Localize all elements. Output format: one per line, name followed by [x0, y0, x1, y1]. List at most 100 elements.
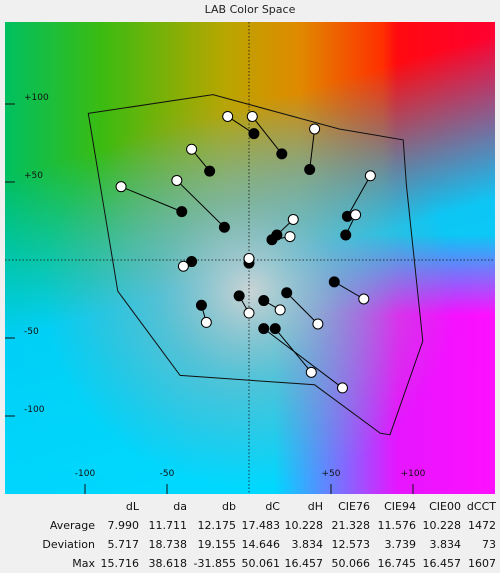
measured-point	[233, 290, 245, 302]
stats-row-deviation: Deviation 5.717 18.738 19.155 14.646 3.8…	[0, 535, 500, 554]
gamut-outline	[87, 94, 424, 436]
stat-value: 50.061	[241, 557, 281, 570]
measured-point	[258, 323, 270, 335]
stat-value: -31.855	[193, 557, 236, 570]
col-header-cie94: CIE94	[384, 500, 416, 513]
measurement-pairs	[115, 110, 376, 394]
measured-point	[204, 165, 216, 177]
measured-point	[266, 234, 278, 246]
row-label: Average	[49, 519, 95, 532]
measured-point	[281, 287, 293, 299]
col-header-dh: dH	[307, 500, 323, 513]
stat-value: 50.066	[331, 557, 371, 570]
measured-point	[218, 221, 230, 233]
stat-value: 11.711	[148, 519, 188, 532]
target-point	[243, 252, 255, 264]
stat-value: 1607	[468, 557, 496, 570]
error-line	[346, 175, 371, 217]
statistics-table: dL da db dC dH CIE76 CIE94 CIE00 dCCT Av…	[0, 497, 500, 573]
target-point	[287, 213, 299, 225]
stat-value: 19.155	[197, 538, 237, 551]
measured-point	[340, 229, 352, 241]
y-tick-label: -50	[24, 327, 39, 337]
col-header-dc: dC	[265, 500, 280, 513]
target-point	[364, 170, 376, 182]
error-line	[263, 328, 343, 389]
col-header-cie76: CIE76	[338, 500, 370, 513]
stat-value: 7.990	[107, 519, 140, 532]
measured-point	[186, 256, 198, 268]
measured-point	[328, 276, 340, 288]
measured-point	[195, 299, 207, 311]
y-tick-label: +100	[24, 93, 49, 103]
y-tick-label: +50	[24, 171, 43, 181]
stats-row-max: Max 15.716 38.618 -31.855 50.061 16.457 …	[0, 554, 500, 573]
target-point	[115, 181, 127, 193]
error-line	[286, 292, 319, 325]
error-line	[251, 116, 283, 155]
stat-value: 5.717	[107, 538, 140, 551]
error-line	[120, 186, 182, 213]
measured-point	[176, 206, 188, 218]
target-point	[358, 293, 370, 305]
col-header-da: da	[173, 500, 187, 513]
col-header-dcct: dCCT	[466, 500, 496, 513]
axis-ticks: -100 -50 +50 +100 +100 +50 -50 -100	[5, 93, 426, 494]
stats-row-average: Average 7.990 11.711 12.175 17.483 10.22…	[0, 516, 500, 535]
col-header-cie00: CIE00	[429, 500, 461, 513]
stat-value: 38.618	[148, 557, 188, 570]
stat-value: 12.175	[197, 519, 237, 532]
x-tick-label: -50	[160, 469, 175, 479]
col-header-dl: dL	[125, 500, 139, 513]
error-line	[176, 180, 225, 228]
stat-value: 16.745	[377, 557, 417, 570]
target-point	[243, 307, 255, 319]
col-header-db: db	[222, 500, 236, 513]
stat-value: 14.646	[241, 538, 281, 551]
measured-point	[276, 148, 288, 160]
stat-value: 1472	[468, 519, 496, 532]
stat-value: 15.716	[100, 557, 140, 570]
measured-point	[304, 164, 316, 176]
stat-value: 16.457	[422, 557, 462, 570]
error-line	[334, 281, 365, 300]
target-point	[200, 316, 212, 328]
stat-value: 11.576	[377, 519, 417, 532]
x-tick-label: +100	[401, 469, 426, 479]
x-tick-label: +50	[322, 469, 341, 479]
stat-value: 73	[482, 538, 496, 551]
target-point	[309, 123, 321, 135]
target-point	[186, 143, 198, 155]
stat-value: 12.573	[331, 538, 371, 551]
x-tick-label: -100	[75, 469, 96, 479]
target-point	[350, 209, 362, 221]
chart-title: LAB Color Space	[204, 3, 296, 16]
plot-background	[5, 22, 495, 494]
lab-color-space-chart: -100 -50 +50 +100 +100 +50 -50 -100	[5, 22, 495, 494]
measured-point	[258, 295, 270, 307]
error-line	[309, 128, 316, 170]
target-point	[274, 304, 286, 316]
stat-value: 3.834	[429, 538, 462, 551]
target-point	[177, 260, 189, 272]
measured-point	[248, 128, 260, 140]
stat-value: 17.483	[241, 519, 281, 532]
y-tick-label: -100	[24, 405, 45, 415]
target-point	[312, 318, 324, 330]
stat-value: 18.738	[148, 538, 188, 551]
stat-value: 3.739	[384, 538, 417, 551]
stat-value: 10.228	[284, 519, 324, 532]
stat-value: 3.834	[291, 538, 324, 551]
target-point	[284, 231, 296, 243]
target-point	[246, 110, 258, 122]
stats-header-row: dL da db dC dH CIE76 CIE94 CIE00 dCCT	[0, 497, 500, 516]
target-point	[171, 174, 183, 186]
stat-value: 16.457	[284, 557, 324, 570]
row-label: Max	[72, 557, 95, 570]
measured-point	[269, 323, 281, 335]
target-point	[222, 110, 234, 122]
target-point	[336, 382, 348, 394]
stat-value: 10.228	[422, 519, 462, 532]
row-label: Deviation	[42, 538, 95, 551]
target-point	[305, 366, 317, 378]
